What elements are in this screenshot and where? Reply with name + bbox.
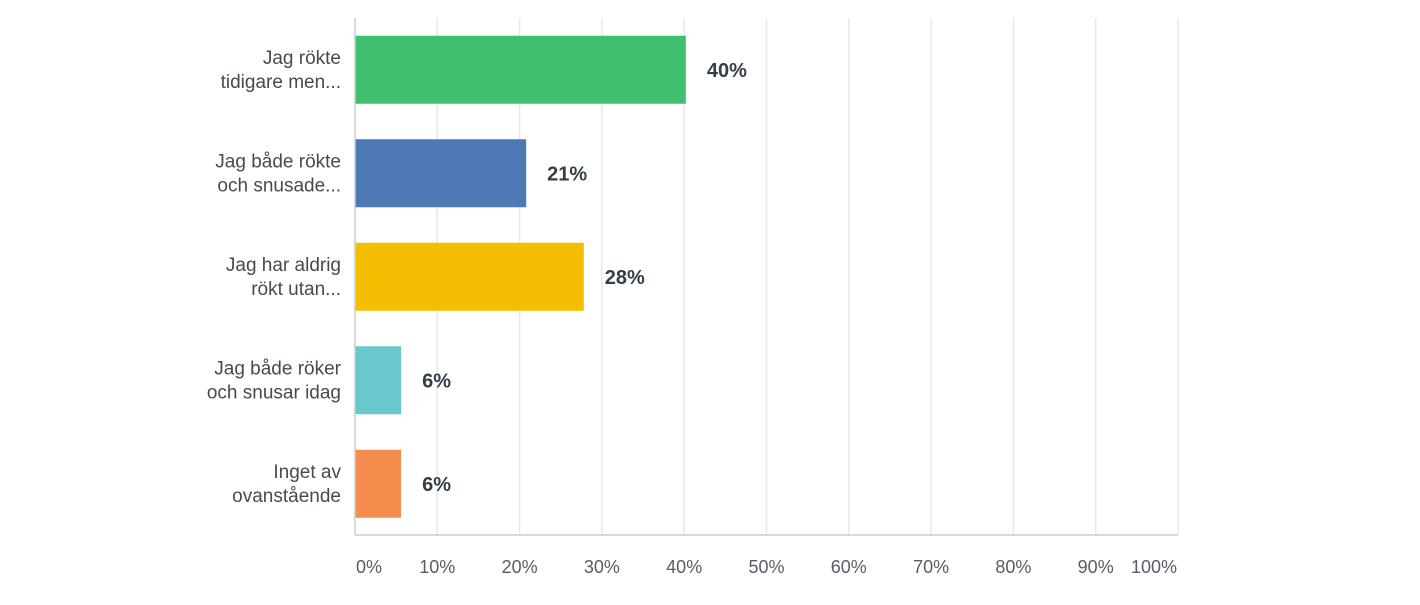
category-label: Inget av — [273, 462, 341, 483]
category-label: rökt utan... — [251, 279, 341, 300]
axes: 0% 10% 20% 30% 40% 50% 60% 70% 80% 90% 100% — [354, 18, 1178, 577]
data-label: 6% — [422, 474, 451, 496]
category-label: och snusade... — [217, 175, 341, 196]
bar — [355, 449, 402, 518]
x-tick-label: 70% — [913, 557, 949, 577]
bar — [355, 346, 402, 415]
labels: 40% Jag rökte tidigare men... 21% Jag både r… — [207, 48, 747, 507]
x-tick-label: 0% — [356, 557, 382, 577]
category-label: tidigare men... — [221, 72, 341, 93]
x-tick-label: 90% — [1078, 557, 1114, 577]
data-label: 40% — [707, 60, 747, 82]
category-label: Jag både rökte — [215, 151, 341, 172]
bars — [355, 35, 686, 518]
data-label: 28% — [605, 267, 645, 289]
x-tick-label: 10% — [419, 557, 455, 577]
gridlines — [436, 18, 1179, 535]
data-label: 6% — [422, 370, 451, 392]
category-label: ovanstående — [232, 486, 341, 507]
category-label: Jag rökte — [263, 48, 341, 69]
x-tick-label: 30% — [584, 557, 620, 577]
category-label: Jag har aldrig — [226, 255, 341, 276]
category-label: och snusar idag — [207, 382, 341, 403]
x-tick-label: 80% — [995, 557, 1031, 577]
bar — [355, 35, 686, 104]
bar — [355, 242, 584, 311]
bar — [355, 139, 527, 208]
x-tick-label: 40% — [666, 557, 702, 577]
x-tick-label: 20% — [502, 557, 538, 577]
x-tick-label: 60% — [831, 557, 867, 577]
x-tick-label: 100% — [1131, 557, 1177, 577]
data-label: 21% — [547, 163, 587, 185]
category-label: Jag både röker — [214, 358, 341, 379]
x-tick-label: 50% — [748, 557, 784, 577]
